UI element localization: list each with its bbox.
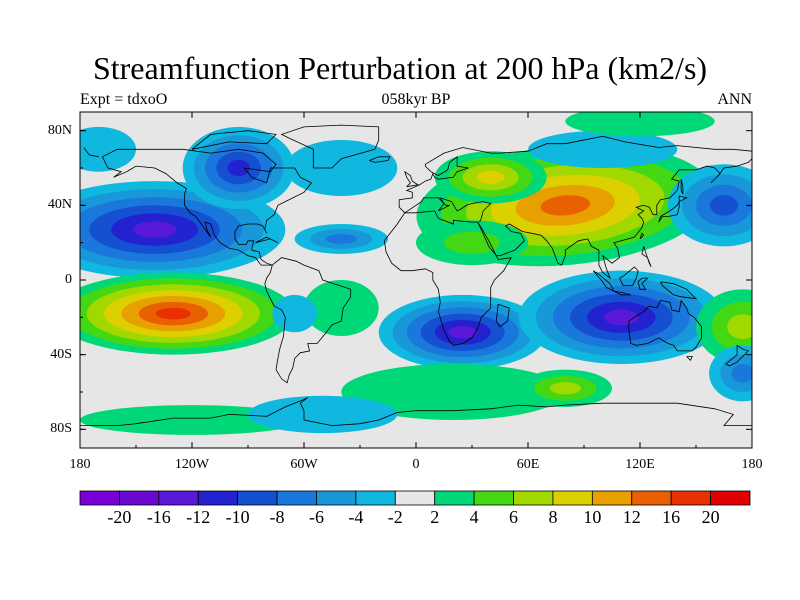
contour-level-fill <box>710 195 738 216</box>
coastline-segment <box>613 290 631 296</box>
contour-level-fill <box>325 233 357 244</box>
colorbar-swatch <box>119 490 160 506</box>
colorbar-label: 2 <box>430 507 440 527</box>
longitude-label: 180 <box>69 457 91 472</box>
latitude-label: 40S <box>50 346 72 362</box>
colorbar-swatch <box>237 490 278 506</box>
colorbar-swatch <box>197 490 239 506</box>
longitude-label: 180 <box>741 457 763 472</box>
coastline-segment <box>255 236 279 244</box>
latitude-label: 0 <box>65 272 72 287</box>
contour-level-fill <box>476 170 505 184</box>
coastline-segment <box>495 303 510 328</box>
coastline-segment <box>619 266 639 287</box>
contour-level-fill <box>727 314 752 340</box>
contour-level-fill <box>731 364 752 383</box>
longitude-label: 120E <box>625 457 655 472</box>
colorbar-swatch <box>276 490 317 506</box>
contour-level-fill <box>540 195 591 216</box>
coastline-segment <box>477 158 752 280</box>
colorbar-swatch <box>316 490 357 506</box>
colorbar-swatch <box>670 490 711 506</box>
time-label: 058kyr BP <box>381 91 451 108</box>
contour-level-fill <box>80 405 304 435</box>
contour-level-fill <box>227 159 250 177</box>
longitude-label: 120W <box>174 457 210 472</box>
colorbar-swatch <box>473 490 514 506</box>
colorbar-swatch <box>591 490 633 506</box>
latitude-label: 80S <box>50 421 72 437</box>
longitude-label: 60E <box>516 457 540 472</box>
colorbar-swatch <box>631 490 672 506</box>
colorbar-label: -12 <box>186 507 211 527</box>
colorbar-label: 16 <box>662 507 681 527</box>
colorbar <box>79 490 751 506</box>
coastline-segment <box>725 344 750 367</box>
colorbar-label: 10 <box>583 507 602 527</box>
coastline-segment <box>628 299 702 352</box>
colorbar-swatch <box>710 490 751 506</box>
coastline-segment <box>280 124 380 169</box>
longitude-label: 60W <box>290 457 318 472</box>
coastline-segment <box>264 257 352 384</box>
contour-level-fill <box>448 326 477 339</box>
coastline-segment <box>369 156 391 163</box>
colorbar-label: -16 <box>146 507 171 527</box>
coastline-segment <box>641 246 652 268</box>
longitude-label: 0 <box>412 457 420 472</box>
colorbar-label: 8 <box>548 507 558 527</box>
latitude-label: 40N <box>47 197 72 213</box>
contour-level-fill <box>604 309 639 326</box>
colorbar-swatch <box>513 490 554 506</box>
contour-level-fill <box>272 294 318 333</box>
colorbar-label: -20 <box>107 507 132 527</box>
coastline-segment <box>383 210 512 346</box>
plot-title: Streamfunction Perturbation at 200 hPa (… <box>92 50 708 86</box>
colorbar-label: 12 <box>622 507 641 527</box>
colorbar-label: -8 <box>269 507 285 527</box>
contour-level-fill <box>132 221 177 238</box>
coastline-segment <box>404 197 492 223</box>
colorbar-swatch <box>355 490 396 506</box>
colorbar-label: -4 <box>348 507 364 527</box>
coastline-segment <box>83 147 99 158</box>
coastline-segment <box>637 277 649 290</box>
colorbar-swatch <box>79 490 120 506</box>
colorbar-swatch <box>394 490 436 506</box>
coastline-segment <box>686 356 693 361</box>
coastline-segment <box>658 201 680 223</box>
colorbar-label: 6 <box>509 507 519 527</box>
colorbar-swatch <box>158 490 199 506</box>
colorbar-label: -10 <box>225 507 250 527</box>
contour-level-fill <box>444 231 500 254</box>
coastline-segment <box>639 232 645 240</box>
coastline-segment <box>398 135 752 214</box>
latitude-label: 80N <box>47 122 72 138</box>
coastline-segment <box>102 148 313 266</box>
contour-level-fill <box>528 130 678 168</box>
contour-level-fill <box>80 126 136 172</box>
contour-level-fill <box>285 140 398 196</box>
colorbar-label: 4 <box>469 507 479 527</box>
contour-level-fill <box>565 112 715 137</box>
colorbar-label: -2 <box>387 507 403 527</box>
colorbar-swatch <box>552 490 593 506</box>
colorbar-label: 20 <box>701 507 720 527</box>
experiment-label: Expt = tdxoO <box>80 91 168 108</box>
colorbar-label: -6 <box>308 507 324 527</box>
coastline-segment <box>191 130 277 150</box>
coastline-segment <box>80 397 752 427</box>
contour-field <box>80 112 752 448</box>
colorbar-swatch <box>434 490 475 506</box>
coastline-segment <box>680 179 684 195</box>
contour-level-fill <box>549 382 581 395</box>
coastline-segment <box>404 170 419 188</box>
coastline-segment <box>660 281 698 300</box>
coastline-segment <box>678 195 688 202</box>
contour-level-fill <box>304 280 379 336</box>
contour-level-fill <box>156 307 191 320</box>
season-label: ANN <box>717 91 752 108</box>
coastlines <box>80 124 752 427</box>
